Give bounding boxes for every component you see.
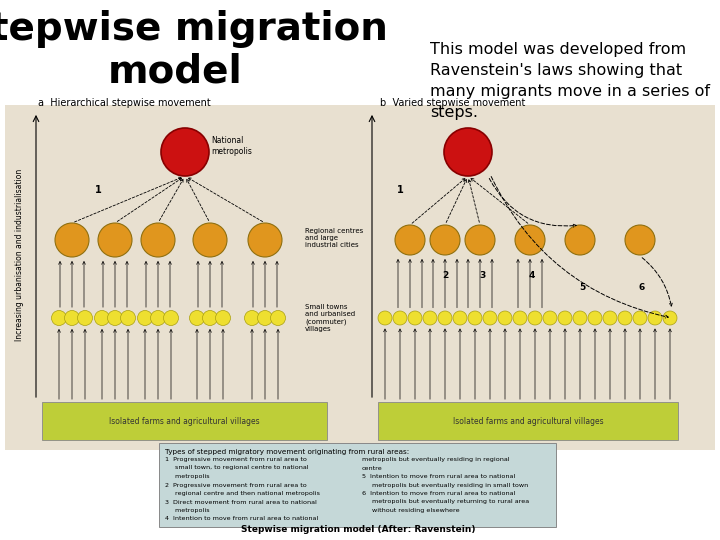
Circle shape	[648, 311, 662, 325]
Circle shape	[120, 310, 135, 326]
Circle shape	[245, 310, 259, 326]
Text: small town, to regional centre to national: small town, to regional centre to nation…	[165, 465, 309, 470]
Circle shape	[248, 223, 282, 257]
Circle shape	[515, 225, 545, 255]
Text: 5  Intention to move from rural area to national: 5 Intention to move from rural area to n…	[362, 474, 516, 479]
Text: 1: 1	[397, 185, 403, 195]
Circle shape	[202, 310, 217, 326]
Circle shape	[588, 311, 602, 325]
Text: 2  Progressive movement from rural area to: 2 Progressive movement from rural area t…	[165, 483, 307, 488]
Circle shape	[189, 310, 204, 326]
Circle shape	[558, 311, 572, 325]
Circle shape	[465, 225, 495, 255]
FancyBboxPatch shape	[159, 443, 556, 527]
Text: Small towns
and urbanised
(commuter)
villages: Small towns and urbanised (commuter) vil…	[305, 304, 355, 332]
Circle shape	[55, 223, 89, 257]
Circle shape	[453, 311, 467, 325]
Circle shape	[408, 311, 422, 325]
Text: without residing elsewhere: without residing elsewhere	[362, 508, 459, 513]
Circle shape	[271, 310, 286, 326]
Circle shape	[393, 311, 407, 325]
FancyBboxPatch shape	[378, 402, 678, 440]
Text: Increasing urbanisation and industrialisation: Increasing urbanisation and industrialis…	[16, 169, 24, 341]
Circle shape	[141, 223, 175, 257]
Text: metropolis but eventually residing in regional: metropolis but eventually residing in re…	[362, 457, 510, 462]
Circle shape	[52, 310, 66, 326]
Circle shape	[378, 311, 392, 325]
Text: 3: 3	[479, 271, 485, 280]
Circle shape	[625, 225, 655, 255]
Text: Regional centres
and large
industrial cities: Regional centres and large industrial ci…	[305, 228, 364, 248]
Text: 3  Direct movement from rural area to national: 3 Direct movement from rural area to nat…	[165, 500, 317, 504]
Text: 6: 6	[639, 284, 645, 293]
Text: a  Hierarchical stepwise movement: a Hierarchical stepwise movement	[38, 98, 211, 108]
Text: metropolis but eventually residing in small town: metropolis but eventually residing in sm…	[362, 483, 528, 488]
Circle shape	[138, 310, 153, 326]
Text: Types of stepped migratory movement originating from rural areas:: Types of stepped migratory movement orig…	[165, 449, 409, 455]
Circle shape	[163, 310, 179, 326]
Text: metropolis but eventually returning to rural area: metropolis but eventually returning to r…	[362, 500, 529, 504]
Text: National
metropolis: National metropolis	[211, 136, 252, 156]
Circle shape	[78, 310, 92, 326]
Circle shape	[150, 310, 166, 326]
Text: metropolis: metropolis	[165, 508, 210, 513]
Circle shape	[483, 311, 497, 325]
FancyBboxPatch shape	[42, 402, 327, 440]
Text: Stepwise migration model (After: Ravenstein): Stepwise migration model (After: Ravenst…	[240, 525, 475, 534]
Text: centre: centre	[362, 465, 383, 470]
Circle shape	[663, 311, 677, 325]
Text: 1: 1	[94, 185, 102, 195]
Circle shape	[107, 310, 122, 326]
Circle shape	[513, 311, 527, 325]
Text: metropolis: metropolis	[165, 474, 210, 479]
Circle shape	[193, 223, 227, 257]
Text: regional centre and then national metropolis: regional centre and then national metrop…	[165, 491, 320, 496]
Circle shape	[543, 311, 557, 325]
Text: 4  Intention to move from rural area to national: 4 Intention to move from rural area to n…	[165, 516, 318, 522]
Circle shape	[258, 310, 272, 326]
Circle shape	[215, 310, 230, 326]
Text: 5: 5	[579, 284, 585, 293]
Circle shape	[498, 311, 512, 325]
Text: 6  Intention to move from rural area to national: 6 Intention to move from rural area to n…	[362, 491, 516, 496]
Circle shape	[395, 225, 425, 255]
Circle shape	[423, 311, 437, 325]
Circle shape	[633, 311, 647, 325]
Text: Stepwise migration
model: Stepwise migration model	[0, 10, 388, 90]
Circle shape	[565, 225, 595, 255]
Circle shape	[65, 310, 79, 326]
Circle shape	[161, 128, 209, 176]
Text: 1  Progressive movement from rural area to: 1 Progressive movement from rural area t…	[165, 457, 307, 462]
Circle shape	[618, 311, 632, 325]
Circle shape	[430, 225, 460, 255]
Text: Isolated farms and agricultural villages: Isolated farms and agricultural villages	[109, 416, 259, 426]
Text: b  Varied stepwise movement: b Varied stepwise movement	[380, 98, 526, 108]
Circle shape	[444, 128, 492, 176]
Text: This model was developed from
Ravenstein's laws showing that
many migrants move : This model was developed from Ravenstein…	[430, 42, 710, 120]
Circle shape	[438, 311, 452, 325]
Circle shape	[98, 223, 132, 257]
Circle shape	[528, 311, 542, 325]
Circle shape	[468, 311, 482, 325]
Circle shape	[573, 311, 587, 325]
FancyBboxPatch shape	[5, 105, 715, 450]
Text: Isolated farms and agricultural villages: Isolated farms and agricultural villages	[453, 416, 603, 426]
Circle shape	[603, 311, 617, 325]
Circle shape	[94, 310, 109, 326]
Text: 2: 2	[442, 271, 448, 280]
Text: 4: 4	[528, 271, 535, 280]
